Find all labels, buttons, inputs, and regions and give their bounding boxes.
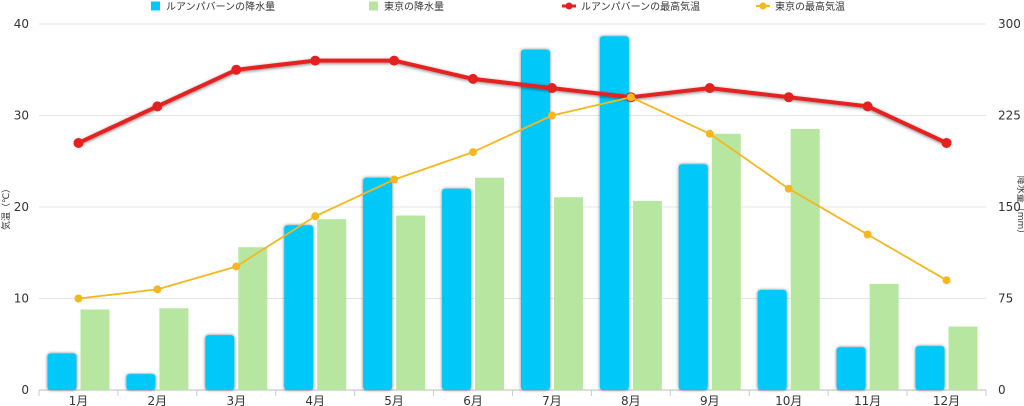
bar-tokyo-precip (790, 128, 820, 391)
y-left-tick-label: 10 (14, 292, 29, 306)
bar-tokyo-precip (317, 219, 347, 390)
legend-label: 東京の降水量 (384, 0, 444, 13)
point-luangprabang-maxtemp (546, 83, 557, 94)
x-tick-label: 12月 (933, 394, 960, 406)
x-tick-label: 1月 (69, 394, 89, 406)
point-tokyo-maxtemp (784, 184, 793, 193)
point-tokyo-maxtemp (626, 93, 635, 102)
y-right-tick-label: 150 (998, 200, 1021, 214)
point-luangprabang-maxtemp (862, 101, 873, 112)
bar-tokyo-precip (475, 177, 505, 390)
point-luangprabang-maxtemp (704, 83, 715, 94)
bar-tokyo-precip (869, 283, 899, 390)
point-tokyo-maxtemp (863, 230, 872, 239)
x-tick-label: 5月 (384, 394, 404, 406)
y-right-tick-label: 0 (998, 383, 1006, 397)
point-tokyo-maxtemp (311, 212, 320, 221)
bar-luangprabang-precip (599, 36, 629, 390)
point-tokyo-maxtemp (705, 129, 714, 138)
y-right-tick-label: 225 (998, 109, 1021, 123)
x-tick-label: 4月 (305, 394, 325, 406)
legend-label: 東京の最高気温 (775, 0, 845, 13)
x-tick-label: 8月 (621, 394, 641, 406)
bar-tokyo-precip (159, 308, 189, 390)
legend-swatch-dot (759, 2, 767, 10)
bar-luangprabang-precip (836, 347, 866, 390)
y-left-tick-label: 30 (14, 109, 29, 123)
bar-luangprabang-precip (678, 164, 708, 390)
point-luangprabang-maxtemp (231, 64, 242, 75)
bars (47, 36, 978, 391)
legend-swatch (151, 1, 160, 11)
bar-tokyo-precip (632, 200, 662, 390)
grid (38, 23, 987, 396)
y-right-axis-title: 降水量（mm） (1015, 176, 1024, 239)
point-tokyo-maxtemp (942, 276, 951, 285)
point-tokyo-maxtemp (232, 262, 241, 271)
x-tick-label: 11月 (854, 394, 881, 406)
x-tick-label: 3月 (226, 394, 246, 406)
bar-luangprabang-precip (915, 346, 945, 390)
bar-luangprabang-precip (520, 49, 550, 391)
legend: ルアンパバーンの降水量 東京の降水量 ルアンパバーンの最高気温 東京の最高気温 (151, 0, 845, 13)
point-tokyo-maxtemp (390, 175, 399, 184)
y-left-axis-title: 気温（℃） (0, 184, 12, 230)
point-luangprabang-maxtemp (73, 137, 84, 148)
legend-label: ルアンパバーンの降水量 (166, 0, 275, 13)
point-tokyo-maxtemp (547, 111, 556, 120)
x-tick-label: 7月 (542, 394, 562, 406)
point-tokyo-maxtemp (74, 294, 83, 303)
line-luangprabang-maxtemp (76, 58, 949, 145)
bar-tokyo-precip (238, 247, 268, 390)
y-right-tick-label: 75 (998, 292, 1013, 306)
y-left-tick-label: 0 (21, 383, 29, 397)
bar-luangprabang-precip (205, 335, 235, 390)
x-tick-label: 6月 (463, 394, 483, 406)
y-left-tick-label: 40 (14, 17, 29, 31)
bar-luangprabang-precip (442, 188, 472, 390)
x-tick-label: 2月 (148, 394, 168, 406)
line-tokyo-maxtemp (77, 96, 948, 300)
bar-luangprabang-precip (47, 353, 77, 390)
y-right-tick-label: 300 (998, 17, 1021, 31)
x-tick-label: 10月 (775, 394, 802, 406)
bar-luangprabang-precip (363, 177, 393, 390)
point-luangprabang-maxtemp (389, 55, 400, 66)
point-luangprabang-maxtemp (941, 137, 952, 148)
y-left-tick-label: 20 (14, 200, 29, 214)
point-tokyo-maxtemp (469, 148, 478, 157)
x-tick-label: 9月 (700, 394, 720, 406)
bar-tokyo-precip (553, 197, 583, 390)
lines (73, 55, 952, 303)
bar-tokyo-precip (80, 309, 110, 390)
axes: 0 10 20 30 40 0 75 150 225 300 1月 2月 3月 4月 5月 6月 7月 8月 9月 1… (0, 17, 1024, 406)
legend-swatch (369, 1, 378, 11)
bar-tokyo-precip (711, 133, 741, 391)
point-luangprabang-maxtemp (783, 92, 794, 103)
bar-tokyo-precip (396, 215, 426, 390)
point-luangprabang-maxtemp (310, 55, 321, 66)
bar-luangprabang-precip (126, 374, 156, 390)
point-luangprabang-maxtemp (152, 101, 163, 112)
legend-label: ルアンパバーンの最高気温 (581, 0, 700, 13)
bar-tokyo-precip (948, 326, 978, 390)
bar-luangprabang-precip (284, 225, 314, 390)
bar-luangprabang-precip (757, 289, 787, 390)
point-tokyo-maxtemp (153, 285, 162, 294)
legend-swatch-dot (565, 2, 573, 10)
point-luangprabang-maxtemp (468, 73, 479, 84)
